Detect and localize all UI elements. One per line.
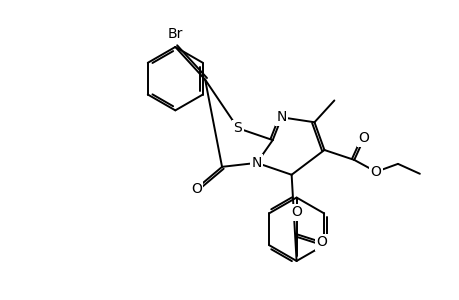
Text: N: N [276, 110, 286, 124]
Text: O: O [358, 131, 369, 145]
Text: O: O [190, 182, 201, 196]
Text: Br: Br [167, 27, 183, 41]
Text: O: O [291, 206, 302, 219]
Text: S: S [233, 121, 242, 135]
Text: O: O [315, 235, 326, 249]
Text: N: N [251, 156, 262, 170]
Text: O: O [370, 165, 381, 179]
